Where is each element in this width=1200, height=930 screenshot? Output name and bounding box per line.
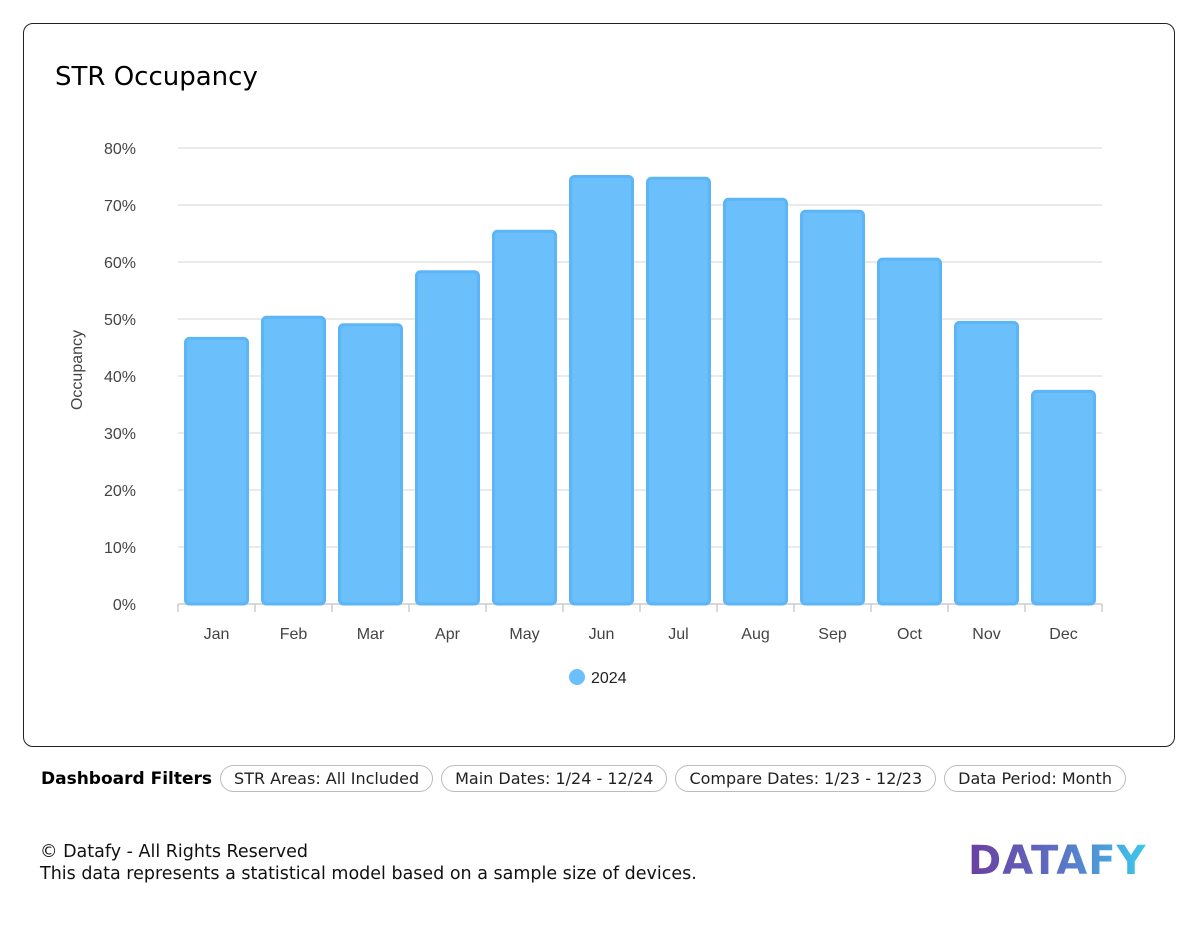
x-tick-label: Jun [589, 626, 615, 643]
bar-mar [338, 323, 403, 606]
bar-dec [1031, 389, 1096, 606]
x-tick-label: Nov [972, 626, 1000, 643]
chart-card: STR Occupancy [23, 23, 1175, 747]
y-tick-label: 50% [104, 312, 136, 329]
bar-apr [415, 270, 480, 606]
bar-jan [184, 336, 249, 606]
bar-aug [723, 197, 788, 606]
y-tick-label: 30% [104, 426, 136, 443]
x-tick-label: Oct [897, 626, 922, 643]
filter-chip-str-areas[interactable]: STR Areas: All Included [220, 765, 434, 792]
x-tick-label: Sep [818, 626, 847, 643]
filter-chip-compare-dates[interactable]: Compare Dates: 1/23 - 12/23 [675, 765, 937, 792]
filters-label: Dashboard Filters [41, 768, 213, 789]
bar-nov [954, 320, 1019, 606]
y-tick-label: 10% [104, 540, 136, 557]
x-tick-label: Apr [435, 626, 461, 643]
bar-sep [800, 209, 865, 606]
x-tick-label: Mar [357, 626, 385, 643]
bar-may [492, 229, 557, 606]
y-tick-label: 70% [104, 198, 136, 215]
x-tick-label: Jul [668, 626, 688, 643]
legend-label: 2024 [591, 670, 627, 687]
x-tick-label: Jan [204, 626, 230, 643]
y-tick-label: 20% [104, 483, 136, 500]
bar-oct [877, 257, 942, 606]
legend-marker [569, 669, 585, 685]
x-tick-label: May [509, 626, 539, 643]
datafy-logo: DATAFY [968, 838, 1147, 884]
dashboard-filters: Dashboard Filters STR Areas: All Include… [41, 765, 1126, 792]
bar-jun [569, 175, 634, 606]
bar-jul [646, 176, 711, 606]
y-tick-label: 0% [113, 597, 136, 614]
filter-chip-data-period[interactable]: Data Period: Month [944, 765, 1126, 792]
y-tick-label: 60% [104, 255, 136, 272]
x-tick-label: Dec [1049, 626, 1077, 643]
y-tick-label: 40% [104, 369, 136, 386]
bar-feb [261, 315, 326, 606]
footer: © Datafy - All Rights Reserved This data… [40, 841, 697, 885]
x-tick-label: Aug [741, 626, 769, 643]
x-tick-label: Feb [280, 626, 308, 643]
chart-title: STR Occupancy [55, 62, 258, 92]
copyright: © Datafy - All Rights Reserved [40, 842, 308, 862]
y-tick-label: 80% [104, 141, 136, 158]
disclaimer: This data represents a statistical model… [40, 864, 697, 884]
y-axis-label: Occupancy [69, 330, 86, 410]
filter-chip-main-dates[interactable]: Main Dates: 1/24 - 12/24 [441, 765, 668, 792]
